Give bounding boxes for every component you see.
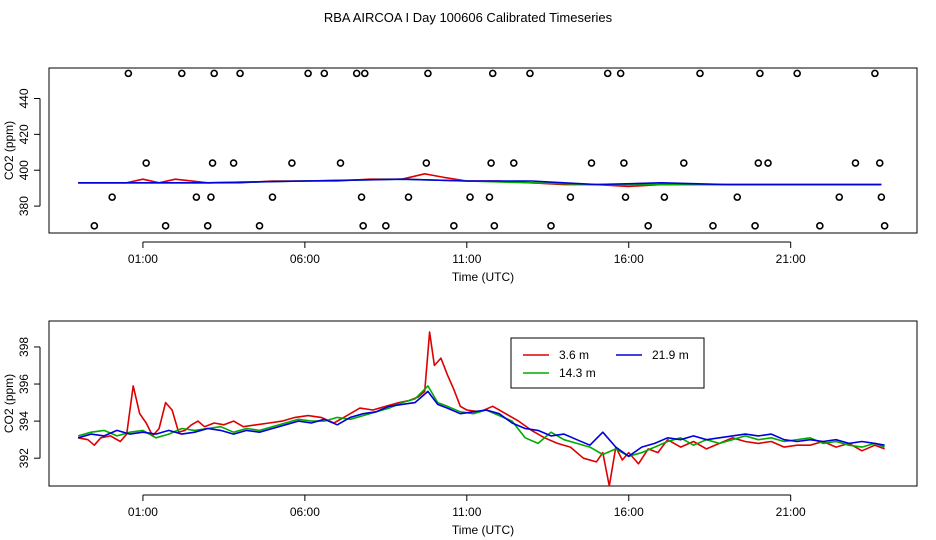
chart0-y-tick-label: 440 [17,88,31,108]
chart1-plot-frame [48,320,918,487]
data-point-marker [203,222,212,230]
data-point-marker [320,69,329,78]
data-point-marker [382,222,390,230]
chart1-series-0-line [77,331,885,487]
data-point-marker [526,69,534,78]
chart1-series-1-line [77,385,885,458]
data-point-marker [422,159,431,167]
data-point-marker [229,159,238,167]
chart1-y-tick-label: 398 [17,337,31,357]
chart1-y-tick-label: 392 [17,448,31,468]
data-point-marker [142,159,150,167]
legend-entry-label: 21.9 m [652,348,689,362]
data-point-marker [207,193,215,201]
chart1-x-tick-label: 16:00 [614,505,644,519]
data-point-marker [660,193,669,201]
data-point-marker [236,69,244,78]
data-point-marker [680,159,688,167]
chart0-x-tick-label: 11:00 [452,252,481,266]
figure-title: RBA AIRCOA I Day 100606 Calibrated Times… [324,10,613,25]
data-point-marker [587,159,596,167]
chart1-x-tick-label: 01:00 [128,505,158,519]
data-point-marker [880,222,889,230]
data-point-marker [466,193,474,201]
data-point-marker [304,69,312,78]
data-point-marker [621,193,630,201]
data-point-marker [352,69,361,78]
chart0-series-3-markers [90,69,889,230]
data-point-marker [450,222,458,230]
legend-entry-label: 3.6 m [559,348,589,362]
chart1-series-2-line [77,390,885,458]
data-point-marker [509,159,518,167]
data-point-marker [177,69,186,78]
chart0-y-tick-label: 420 [17,124,31,144]
data-point-marker [288,159,296,167]
legend-box [510,337,705,389]
data-point-marker [877,193,886,201]
data-point-marker [210,69,218,78]
chart1-x-tick-label: 21:00 [776,505,806,519]
data-point-marker [547,222,555,230]
data-point-marker [357,193,366,201]
chart0-y-tick-label: 380 [17,196,31,216]
data-point-marker [485,193,494,201]
data-point-marker [424,69,432,78]
data-point-marker [336,159,345,167]
data-point-marker [816,222,824,230]
data-point-marker [835,193,844,201]
chart0-y-tick-label: 400 [17,160,31,180]
data-point-marker [566,193,575,201]
data-point-marker [754,159,763,167]
chart0-series-2-line [78,178,882,186]
data-point-marker [764,159,772,167]
data-point-marker [268,193,277,201]
data-point-marker [871,69,879,78]
data-point-marker [620,159,628,167]
chart0-x-tick-label: 06:00 [290,252,320,266]
legend-entry-label: 14.3 m [559,366,596,380]
data-point-marker [90,222,99,230]
data-point-marker [793,69,801,78]
chart1-legend: 3.6 m 14.3 m 21.9 m [510,337,705,389]
data-point-marker [108,193,116,201]
data-point-marker [733,193,742,201]
chart1-y-tick-label: 396 [17,374,31,394]
chart0-x-tick-label: 01:00 [128,252,158,266]
data-point-marker [488,69,497,78]
data-point-marker [192,193,201,201]
data-point-marker [161,222,170,230]
chart1-x-tick-label: 11:00 [452,505,481,519]
top-panel: 01:00 06:00 11:00 16:00 21:00 Time (UTC) 380 40… [2,67,918,284]
data-point-marker [255,222,264,230]
data-point-marker [490,222,499,230]
bottom-panel: 01:00 06:00 11:00 16:00 21:00 Time (UTC) 392 39… [2,320,918,537]
data-point-marker [756,69,764,78]
chart0-plot-frame [48,67,918,234]
data-point-marker [696,69,704,78]
data-point-marker [360,69,369,78]
data-point-marker [487,159,495,167]
chart0-x-axis-label: Time (UTC) [452,270,514,284]
data-point-marker [875,159,884,167]
data-point-marker [616,69,625,78]
chart1-x-tick-label: 06:00 [290,505,320,519]
data-point-marker [208,159,217,167]
data-point-marker [709,222,717,230]
data-point-marker [751,222,759,230]
data-point-marker [644,222,652,230]
chart0-x-tick-label: 21:00 [776,252,806,266]
data-point-marker [404,193,413,201]
chart1-y-tick-label: 394 [17,411,31,431]
data-point-marker [359,222,367,230]
data-point-marker [851,159,860,167]
chart1-y-axis-label: CO2 (ppm) [2,374,16,433]
chart1-x-axis-label: Time (UTC) [452,523,514,537]
chart0-y-axis-label: CO2 (ppm) [2,121,16,180]
chart0-x-tick-label: 16:00 [614,252,644,266]
data-point-marker [603,69,612,78]
data-point-marker [124,69,133,78]
